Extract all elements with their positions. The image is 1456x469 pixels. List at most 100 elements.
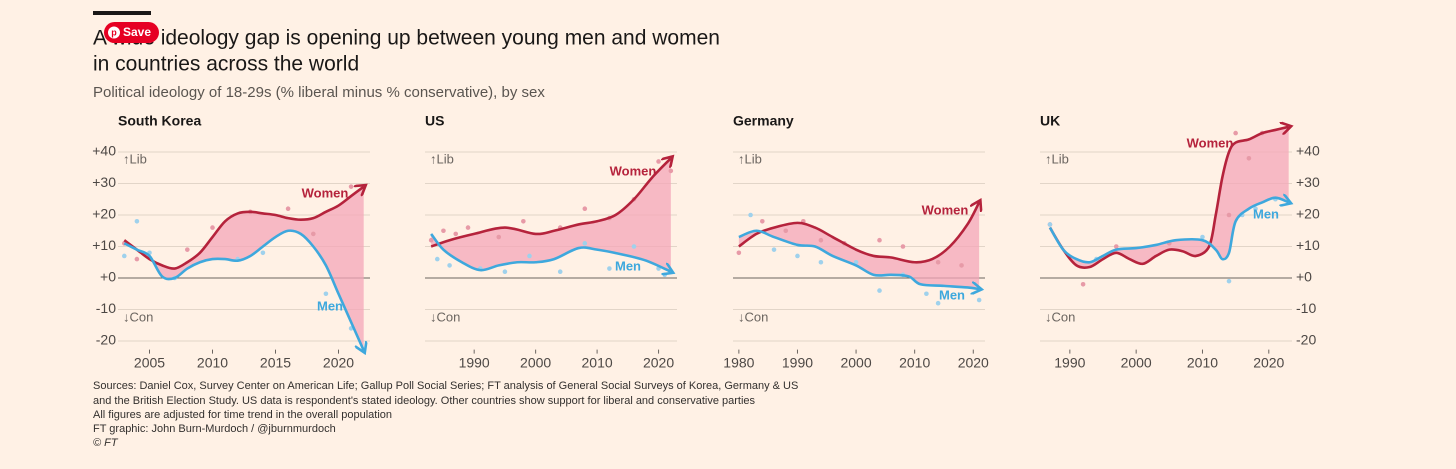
data-dot — [668, 168, 674, 174]
x-tick-label: 2010 — [582, 354, 613, 370]
data-dot — [818, 237, 824, 243]
panel-title: Germany — [733, 113, 794, 129]
annotation: ↑Lib — [430, 151, 454, 166]
data-dot — [434, 256, 440, 262]
data-dot — [748, 212, 753, 218]
data-dot — [260, 250, 266, 256]
x-tick-label: 2000 — [520, 354, 551, 370]
data-dot — [1047, 222, 1053, 227]
save-icon-glyph: p — [111, 27, 117, 37]
y-tick-label: -10 — [1296, 300, 1316, 316]
data-dot — [311, 231, 316, 237]
data-dot — [134, 256, 140, 262]
panel: South Korea+40 +30 +20 +10 +0 -10 -20 2005 2010 2… — [92, 113, 370, 370]
y-tick-label: +0 — [100, 269, 116, 285]
save-label: Save — [123, 25, 151, 39]
data-dot — [760, 219, 765, 224]
data-dot — [557, 269, 563, 275]
x-tick-label: 2020 — [323, 354, 354, 370]
series-line — [430, 233, 671, 272]
y-tick-label: -20 — [1296, 332, 1316, 348]
subtitle: Political ideology of 18-29s (% liberal … — [93, 84, 545, 101]
data-dot — [521, 219, 526, 224]
series-label: Women — [922, 202, 969, 217]
top-bar — [93, 11, 151, 15]
data-dot — [441, 228, 446, 234]
footer-line: © FT — [93, 437, 119, 449]
data-dot — [496, 234, 502, 240]
save-button[interactable]: p Save — [104, 22, 159, 43]
series-label: Women — [1187, 135, 1234, 150]
x-tick-label: 2010 — [899, 354, 930, 370]
x-tick-label: 2010 — [197, 354, 228, 370]
data-dot — [935, 300, 941, 306]
data-dot — [662, 272, 668, 278]
data-dot — [185, 247, 190, 252]
series-line — [430, 158, 671, 248]
data-dot — [877, 288, 882, 293]
data-dot — [210, 225, 215, 230]
data-dot — [656, 159, 661, 164]
panel: US 1990 2000 2010 2020 ↑Lib ↓Con Women Men — [425, 113, 677, 370]
x-tick-label: 2015 — [260, 354, 291, 370]
data-dot — [1080, 282, 1086, 287]
panel: UK +40 +30 +20 +10 +0 -10 -20 1990 2000 2010 2020 ↑L… — [1040, 113, 1320, 370]
data-dot — [959, 263, 964, 268]
annotation: ↓Con — [1045, 309, 1075, 324]
x-tick-label: 2005 — [134, 354, 165, 370]
x-tick-label: 1990 — [782, 354, 813, 370]
data-dot — [447, 263, 452, 268]
data-dot — [924, 291, 929, 297]
data-dot — [465, 225, 471, 230]
gap-area — [431, 158, 671, 272]
data-dot — [877, 237, 882, 243]
data-dot — [502, 269, 508, 275]
annotation: ↑Lib — [738, 151, 762, 166]
data-dot — [1253, 206, 1258, 211]
y-tick-label: +40 — [92, 143, 116, 159]
x-tick-label: 2020 — [1253, 354, 1284, 370]
save-button-bg — [104, 22, 159, 43]
data-dot — [976, 297, 982, 303]
data-dot — [631, 244, 637, 249]
x-tick-label: 2020 — [643, 354, 674, 370]
data-dot — [1113, 244, 1119, 249]
series-label: Men — [317, 298, 343, 313]
x-tick-label: 2000 — [1121, 354, 1152, 370]
data-dot — [453, 231, 459, 237]
footer-line: and the British Election Study. US data … — [93, 395, 756, 407]
data-dot — [527, 253, 532, 259]
y-tick-label: +0 — [1296, 269, 1312, 285]
series-line — [1048, 127, 1289, 269]
series-line — [123, 229, 363, 351]
data-dot — [134, 219, 140, 224]
gap-area — [124, 186, 364, 351]
panel-title: South Korea — [118, 113, 201, 129]
data-dot — [818, 259, 824, 265]
series-label: Men — [1253, 206, 1279, 221]
annotation: ↑Lib — [1045, 151, 1069, 166]
series-line — [738, 202, 979, 264]
footer-line: Sources: Daniel Cox, Survey Center on Am… — [93, 380, 798, 392]
data-dot — [935, 259, 941, 265]
data-dot — [771, 247, 777, 252]
series-label: Men — [615, 258, 641, 273]
data-dot — [795, 253, 800, 259]
series-label: Women — [302, 185, 349, 200]
data-dot — [1200, 234, 1205, 240]
data-dot — [1226, 278, 1232, 284]
data-dot — [582, 206, 588, 211]
series-label: Women — [610, 163, 657, 178]
series-line — [1048, 198, 1289, 264]
data-dot — [323, 291, 329, 297]
x-tick-label: 1990 — [1054, 354, 1085, 370]
panel: Germany 1980 1990 2000 2010 2020 ↑Lib ↓Con Women… — [723, 113, 989, 371]
save-icon — [108, 26, 120, 39]
y-tick-label: +40 — [1296, 143, 1320, 159]
series-line — [123, 187, 363, 270]
y-tick-label: +10 — [1296, 237, 1320, 253]
data-dot — [607, 266, 612, 271]
annotation: ↑Lib — [123, 151, 147, 166]
y-tick-label: +10 — [92, 237, 116, 253]
